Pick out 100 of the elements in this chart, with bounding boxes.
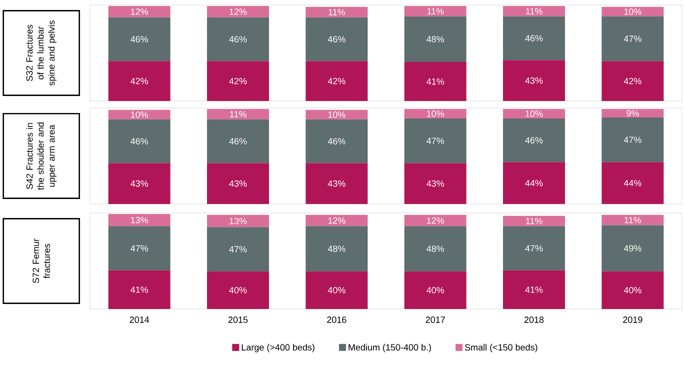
bar <box>602 118 664 162</box>
bar <box>306 163 368 204</box>
data-label: 10% <box>131 111 148 118</box>
bar <box>306 226 368 272</box>
data-label: 46% <box>328 36 346 42</box>
data-label: 44% <box>624 180 642 186</box>
bar <box>306 110 368 120</box>
bar <box>207 6 269 18</box>
bar <box>602 6 664 16</box>
legend-label: Small (<150 beds) <box>464 344 538 352</box>
x-tick-label: 2017 <box>426 316 445 323</box>
bar <box>602 214 664 226</box>
x-tick-label: 2019 <box>623 316 642 323</box>
x-tick-label: 2016 <box>327 316 346 323</box>
bar <box>207 17 269 62</box>
bar <box>404 108 466 118</box>
data-label: 47% <box>229 246 247 252</box>
bar <box>108 226 170 270</box>
data-label: 11% <box>427 8 444 14</box>
bar <box>108 6 170 18</box>
data-label: 13% <box>230 218 247 224</box>
bar <box>503 270 566 309</box>
data-label: 47% <box>130 245 148 252</box>
data-label: 10% <box>624 8 642 15</box>
data-label: 49% <box>624 245 642 252</box>
data-label: 42% <box>624 78 642 84</box>
bar <box>207 108 269 120</box>
bar <box>306 271 368 309</box>
bar <box>404 271 466 309</box>
bar <box>404 62 466 101</box>
bar <box>503 118 566 162</box>
data-label: 46% <box>229 36 247 42</box>
bar <box>207 271 269 309</box>
bar <box>207 163 269 204</box>
data-label: 46% <box>130 36 148 42</box>
bar <box>602 61 664 101</box>
bar <box>404 163 466 204</box>
data-label: 46% <box>525 35 543 42</box>
data-label: 46% <box>229 138 247 144</box>
y-axis-title: S42 Fractures in the shoulder and upper arm area <box>26 122 57 190</box>
data-label: 43% <box>525 77 543 84</box>
bar <box>404 118 466 164</box>
data-label: 43% <box>426 180 444 187</box>
bar <box>108 163 170 204</box>
x-tick-label: 2014 <box>130 316 150 323</box>
data-label: 44% <box>525 180 543 186</box>
bar <box>207 61 269 101</box>
bar <box>207 119 269 164</box>
data-label: 12% <box>328 217 346 224</box>
data-label: 43% <box>130 180 148 187</box>
bar <box>503 162 566 204</box>
bar <box>602 108 664 118</box>
bar <box>602 225 664 272</box>
bar <box>306 214 368 226</box>
bar <box>404 6 466 16</box>
bar <box>306 17 368 62</box>
bar <box>602 271 664 309</box>
data-label: 13% <box>131 216 148 224</box>
data-label: 46% <box>328 138 346 144</box>
bar <box>404 214 466 226</box>
bar <box>306 61 368 101</box>
y-axis-title: S72 Femur fractures <box>32 238 50 284</box>
legend-label: Medium (150-400 b.) <box>348 344 431 352</box>
bar <box>108 110 170 120</box>
data-label: 40% <box>426 286 444 294</box>
bar <box>207 227 269 272</box>
data-label: 41% <box>426 78 444 85</box>
data-label: 42% <box>328 78 346 84</box>
data-label: 40% <box>328 286 346 294</box>
data-label: 47% <box>624 36 642 42</box>
bar <box>108 270 170 309</box>
data-label: 43% <box>328 180 346 187</box>
bar <box>108 17 170 62</box>
data-label: 12% <box>230 8 247 15</box>
x-tick-label: 2018 <box>524 316 544 323</box>
legend-label: Large (>400 beds) <box>242 344 314 352</box>
data-label: 43% <box>229 180 247 187</box>
bar <box>404 226 466 272</box>
data-label: 46% <box>525 137 543 144</box>
data-label: 10% <box>526 110 543 117</box>
bar <box>503 16 566 60</box>
data-label: 11% <box>230 111 246 118</box>
bar <box>503 6 566 16</box>
bar <box>602 162 664 204</box>
data-label: 12% <box>427 217 444 224</box>
data-label: 10% <box>328 111 346 118</box>
bar <box>602 16 664 62</box>
data-label: 11% <box>624 216 642 224</box>
data-label: 40% <box>229 286 247 294</box>
data-label: 11% <box>526 8 542 14</box>
bar <box>503 60 566 101</box>
bar <box>404 16 466 62</box>
data-label: 48% <box>328 246 346 252</box>
bar <box>306 6 368 18</box>
data-label: 40% <box>624 286 642 294</box>
bar <box>503 226 566 270</box>
data-label: 42% <box>130 78 148 84</box>
data-label: 12% <box>131 8 148 15</box>
data-label: 9% <box>626 110 639 116</box>
x-tick-label: 2015 <box>228 316 248 323</box>
